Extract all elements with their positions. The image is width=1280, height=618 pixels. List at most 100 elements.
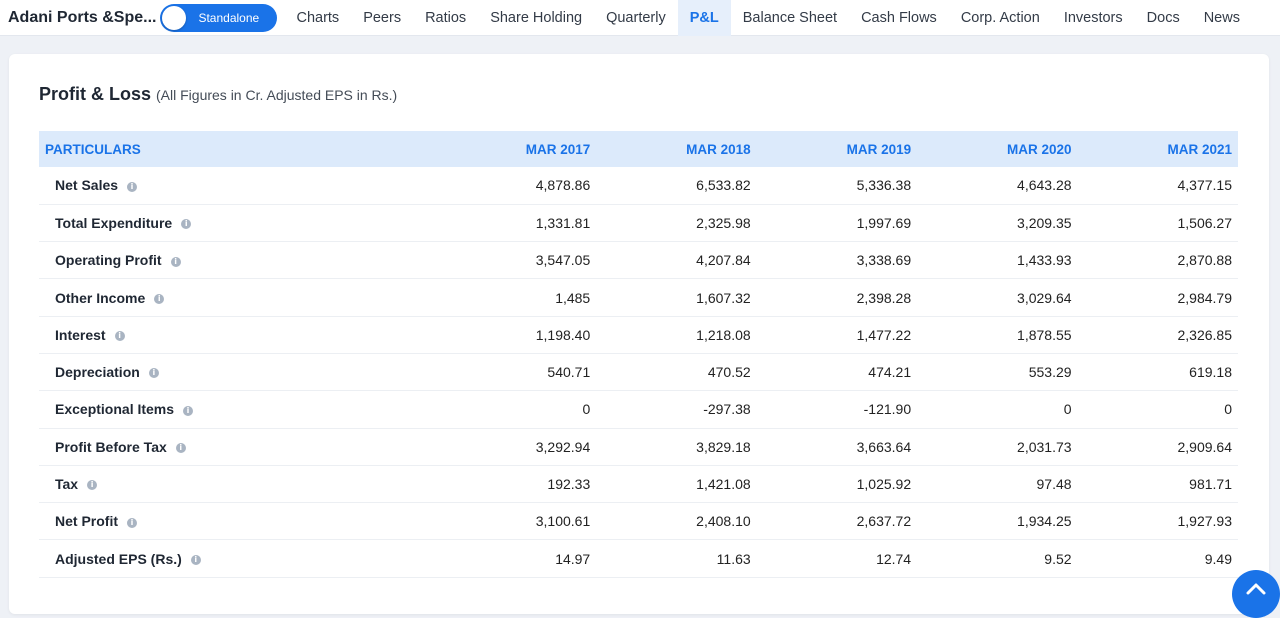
value-cell: 11.63 [716,550,751,567]
header-mar-2018: MAR 2018 [686,141,751,157]
value-cell: 192.33 [547,476,591,493]
table-row: Depreciation i 540.71 470.52 474.21 553.29 619… [39,353,1238,391]
tab-corp-action[interactable]: Corp. Action [960,9,1040,26]
table-row: Total Expenditure i 1,331.81 2,325.98 1,997.… [39,204,1238,242]
value-cell: 1,878.55 [1017,326,1072,343]
value-cell: 3,663.64 [856,438,912,455]
tab-balance-sheet[interactable]: Balance Sheet [742,9,838,26]
value-cell: 1,198.40 [535,326,591,343]
section-subtitle: (All Figures in Cr. Adjusted EPS in Rs.) [156,87,398,103]
company-name[interactable]: Adani Ports &Spe... [8,8,157,26]
tab-quarterly[interactable]: Quarterly [606,9,666,26]
scroll-to-top-button[interactable] [1232,570,1280,618]
profit-loss-card: Profit & Loss (All Figures in Cr. Adjust… [9,54,1269,614]
tab-peers[interactable]: Peers [363,9,402,26]
value-cell: 4,643.28 [1017,177,1072,194]
value-cell: 2,325.98 [696,214,751,231]
header-particulars: PARTICULARS [45,141,141,157]
value-cell: -297.38 [703,401,751,418]
table-header-row: PARTICULARS MAR 2017 MAR 2018 MAR 2019 M… [39,131,1238,167]
value-cell: 9.52 [1044,550,1072,567]
value-cell: 1,421.08 [696,476,751,493]
table-row: Adjusted EPS (Rs.) i 14.97 11.63 12.74 9.52 9.… [39,540,1238,578]
header-mar-2017: MAR 2017 [525,141,591,157]
row-label: Interest [55,326,106,343]
value-cell: 2,909.64 [1177,438,1233,455]
tab-docs[interactable]: Docs [1146,9,1180,26]
value-cell: -121.90 [863,401,912,418]
row-label: Adjusted EPS (Rs.) [55,550,182,567]
value-cell: 1,934.25 [1017,513,1072,530]
value-cell: 1,506.27 [1177,214,1233,231]
row-label: Operating Profit [55,252,162,269]
toggle-knob[interactable] [162,5,187,30]
info-icon[interactable]: i [170,256,181,267]
info-icon[interactable]: i [127,517,137,528]
section-title: Profit & Loss [39,84,152,104]
section-tabs: Charts Peers Ratios Share Holding Quarterly P… [284,0,1252,36]
row-label-cell: Total Expenditure i [39,204,436,241]
tab-news[interactable]: News [1203,9,1240,26]
row-label: Net Sales [55,177,119,194]
header-mar-2020: MAR 2020 [1007,141,1072,157]
table-row: Net Sales i 4,878.86 6,533.82 5,336.38 4,643.… [39,167,1238,205]
value-cell: 4,377.15 [1177,177,1233,194]
info-icon[interactable]: i [175,443,186,454]
value-cell: 14.97 [555,550,591,567]
value-cell: 470.52 [707,364,751,381]
header-mar-2019: MAR 2019 [846,141,912,157]
value-cell: 981.71 [1189,476,1232,493]
value-cell: 540.71 [547,364,591,381]
value-cell: 1,433.93 [1017,252,1072,269]
table-row: Tax i 192.33 1,421.08 1,025.92 97.48 981.71 [39,465,1238,503]
row-label: Total Expenditure [55,214,173,231]
value-cell: 1,927.93 [1177,513,1233,530]
info-icon[interactable]: i [154,293,165,304]
value-cell: 12.74 [876,550,912,567]
row-label: Tax [55,476,79,493]
row-label: Depreciation [55,364,140,381]
value-cell: 1,607.32 [696,289,751,306]
info-icon[interactable]: i [114,331,125,342]
info-icon[interactable]: i [127,181,138,192]
row-label-cell: Net Profit i [39,503,436,540]
value-cell: 6,533.82 [696,177,751,194]
value-cell: 0 [1224,401,1232,418]
value-cell: 1,218.08 [696,326,751,343]
value-cell: 0 [1063,401,1072,418]
value-cell: 1,997.69 [856,214,912,231]
info-icon[interactable]: i [87,480,98,491]
tab-charts[interactable]: Charts [296,9,340,26]
info-icon[interactable]: i [190,554,201,565]
row-label-cell: Depreciation i [39,353,436,390]
chevron-up-icon [1246,583,1266,595]
value-cell: 2,637.72 [856,513,912,530]
table-row: Operating Profit i 3,547.05 4,207.84 3,338.6… [39,242,1238,279]
standalone-toggle[interactable]: Standalone [160,3,278,32]
row-label: Other Income [55,289,146,306]
row-label-cell: Adjusted EPS (Rs.) i [39,540,436,577]
value-cell: 3,829.18 [696,438,751,455]
tab-p-l[interactable]: P&L [677,0,731,36]
row-label: Exceptional Items [55,401,175,418]
value-cell: 3,292.94 [535,438,591,455]
row-label: Net Profit [55,513,118,530]
info-icon[interactable]: i [183,405,194,416]
value-cell: 2,984.79 [1177,289,1233,306]
value-cell: 619.18 [1189,364,1232,381]
value-cell: 5,336.38 [856,177,912,194]
value-cell: 2,398.28 [856,289,912,306]
value-cell: 97.48 [1036,476,1072,493]
tab-share-holding[interactable]: Share Holding [490,9,583,26]
tab-ratios[interactable]: Ratios [425,9,467,26]
section-heading: Profit & Loss (All Figures in Cr. Adjust… [39,84,397,105]
row-label: Profit Before Tax [55,438,167,455]
tab-cash-flows[interactable]: Cash Flows [861,9,937,26]
tab-investors[interactable]: Investors [1063,9,1123,26]
info-icon[interactable]: i [181,219,192,230]
value-cell: 3,209.35 [1017,214,1072,231]
value-cell: 1,025.92 [856,476,912,493]
table-body: Net Sales i 4,878.86 6,533.82 5,336.38 4,643.… [39,167,1238,578]
table-row: Interest i 1,198.40 1,218.08 1,477.22 1,878.5… [39,316,1238,354]
info-icon[interactable]: i [148,368,159,379]
